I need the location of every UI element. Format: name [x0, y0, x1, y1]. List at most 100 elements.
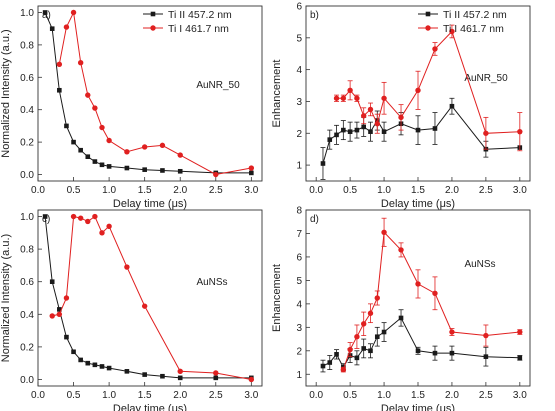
sample-annotation: AuNSs	[464, 259, 495, 270]
series-ti-i-461	[49, 213, 255, 383]
sample-annotation: AuNR_50	[464, 73, 508, 84]
data-point	[449, 329, 455, 335]
data-point	[142, 167, 147, 172]
panel-label: c)	[42, 214, 50, 225]
data-point	[124, 165, 130, 171]
series-line	[44, 216, 252, 379]
y-tick-label: 1.0	[20, 212, 34, 223]
data-point	[63, 24, 70, 30]
y-tick-label: 0.4	[20, 310, 34, 321]
data-point	[71, 349, 76, 355]
x-tick-label: 2.5	[209, 185, 223, 196]
data-point	[64, 123, 69, 129]
data-point	[334, 132, 339, 138]
series-line	[322, 105, 520, 164]
y-tick-label: 6	[296, 2, 302, 13]
panel-c: 0.0 0.5 1.0 1.5 2.0 2.5 3.0 0.0 0.2 0.4 0.6 0.8 1.0 D…	[0, 209, 263, 411]
data-point	[341, 127, 346, 133]
plot-frame	[37, 5, 263, 182]
data-point	[432, 126, 438, 131]
data-point	[248, 376, 255, 383]
x-tick-label: 2.5	[209, 390, 223, 401]
data-point	[449, 28, 455, 35]
y-tick-label: 7	[296, 229, 302, 240]
y-axis-title: Enhancement	[271, 264, 283, 332]
y-tick-label: 0.2	[20, 138, 34, 149]
x-tick-label: 1.5	[411, 390, 425, 401]
y-tick-label: 1	[296, 370, 302, 381]
data-point	[398, 247, 404, 253]
y-tick-label: 3	[296, 323, 302, 334]
data-point	[374, 295, 380, 301]
y-tick-label: 0.8	[20, 245, 34, 256]
y-tick-label: 4	[296, 299, 302, 310]
data-point	[106, 164, 112, 169]
x-tick-label: 1.0	[102, 185, 116, 196]
x-axis-title: Delay time (μs)	[381, 198, 455, 210]
data-point	[213, 375, 219, 381]
data-point	[42, 214, 48, 219]
x-tick-label: 1.0	[377, 185, 391, 196]
sample-annotation: AuNSs	[196, 277, 227, 288]
data-point	[49, 313, 55, 319]
x-tick-label: 2.0	[445, 185, 459, 196]
x-tick-label: 0.0	[31, 390, 45, 401]
x-tick-label: 1.5	[138, 185, 152, 196]
data-point	[398, 114, 404, 121]
data-point	[49, 26, 55, 31]
data-point	[415, 348, 421, 354]
data-point	[374, 334, 380, 340]
data-point	[57, 307, 62, 312]
data-point	[360, 113, 367, 119]
data-point	[381, 95, 387, 101]
data-point	[327, 360, 333, 365]
y-tick-label: 5	[296, 33, 302, 44]
data-point	[177, 368, 183, 375]
series-line	[44, 12, 252, 174]
data-point	[381, 129, 387, 134]
x-axis-title: Delay time (μs)	[113, 403, 187, 411]
data-point	[333, 95, 340, 101]
y-tick-label: 0.0	[20, 375, 34, 386]
series-ti-ii-457	[320, 309, 523, 373]
x-tick-label: 2.5	[479, 390, 493, 401]
legend-entry: Ti II 457.2 nm	[443, 9, 507, 21]
data-point	[177, 168, 183, 174]
y-tick-label: 0.8	[20, 40, 34, 51]
y-axis-title: Normalized Intensity (a.u.)	[0, 234, 12, 362]
legend-entry: Ti I 461.7 nm	[443, 23, 504, 35]
data-point	[368, 348, 373, 354]
y-tick-label: 0.2	[20, 342, 34, 353]
y-tick-label: 1	[296, 161, 302, 172]
data-point	[92, 105, 98, 111]
x-axis-title: Delay time (μs)	[113, 198, 187, 210]
series-line	[52, 215, 252, 380]
y-tick-label: 0.0	[20, 170, 34, 181]
data-point	[92, 362, 98, 368]
data-point	[64, 334, 69, 340]
data-point	[354, 127, 360, 133]
y-tick-label: 2	[296, 346, 302, 357]
x-tick-label: 2.0	[173, 185, 187, 196]
y-tick-label: 0.6	[20, 277, 34, 288]
data-point	[85, 218, 91, 225]
y-tick-label: 6	[296, 252, 302, 263]
x-tick-label: 3.0	[513, 390, 527, 401]
data-point	[432, 350, 438, 356]
legend: Ti II 457.2 nm Ti I 461.7 nm	[418, 9, 507, 35]
x-tick-label: 2.0	[445, 390, 459, 401]
x-tick-label: 0.0	[31, 185, 45, 196]
data-point	[70, 213, 77, 220]
data-point	[124, 264, 130, 270]
data-point	[160, 168, 165, 173]
data-point	[124, 369, 130, 374]
panel-label: b)	[310, 10, 319, 21]
data-point	[63, 295, 70, 301]
series-ti-i-461	[333, 24, 523, 152]
data-point	[106, 223, 112, 229]
data-point	[483, 332, 489, 339]
data-point	[415, 281, 421, 287]
data-point	[77, 60, 84, 66]
data-point	[99, 162, 105, 168]
series-ti-ii-457	[42, 214, 254, 381]
